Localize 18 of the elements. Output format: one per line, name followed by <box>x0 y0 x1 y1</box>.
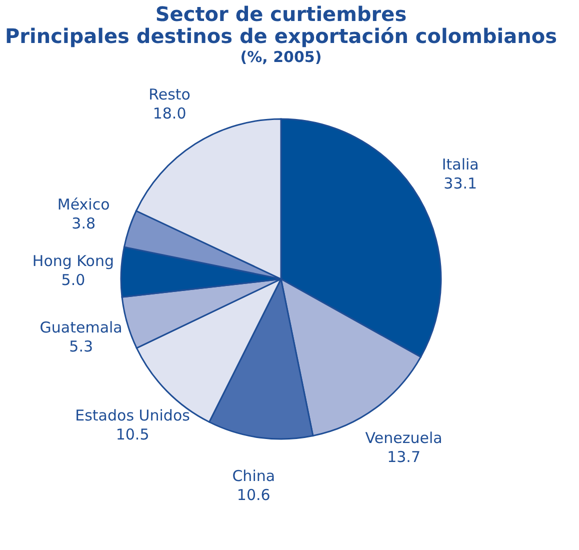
data-label: 13.7 <box>387 448 420 466</box>
data-label: 5.0 <box>61 270 86 289</box>
data-label: 5.3 <box>69 337 94 356</box>
chart-title: Sector de curtiembres Principales destinos de exportación colombianos <box>5 2 557 48</box>
slice-label: Resto <box>148 85 190 104</box>
slice-label: China <box>232 467 276 486</box>
data-label: 33.1 <box>444 174 478 193</box>
slice-label: México <box>57 195 110 214</box>
data-label: 10.5 <box>116 426 150 444</box>
slice-label: Hong Kong <box>32 252 114 270</box>
data-label: 18.0 <box>152 104 186 122</box>
data-label: 10.6 <box>236 486 270 504</box>
slice-label: Venezuela <box>365 428 442 447</box>
slice-label: Estados Unidos <box>75 406 190 425</box>
data-label: 3.8 <box>72 214 96 232</box>
slice-label: Guatemala <box>40 318 122 336</box>
slice-label: Italia <box>442 156 479 174</box>
chart-subtitle: (%, 2005) <box>240 48 322 66</box>
